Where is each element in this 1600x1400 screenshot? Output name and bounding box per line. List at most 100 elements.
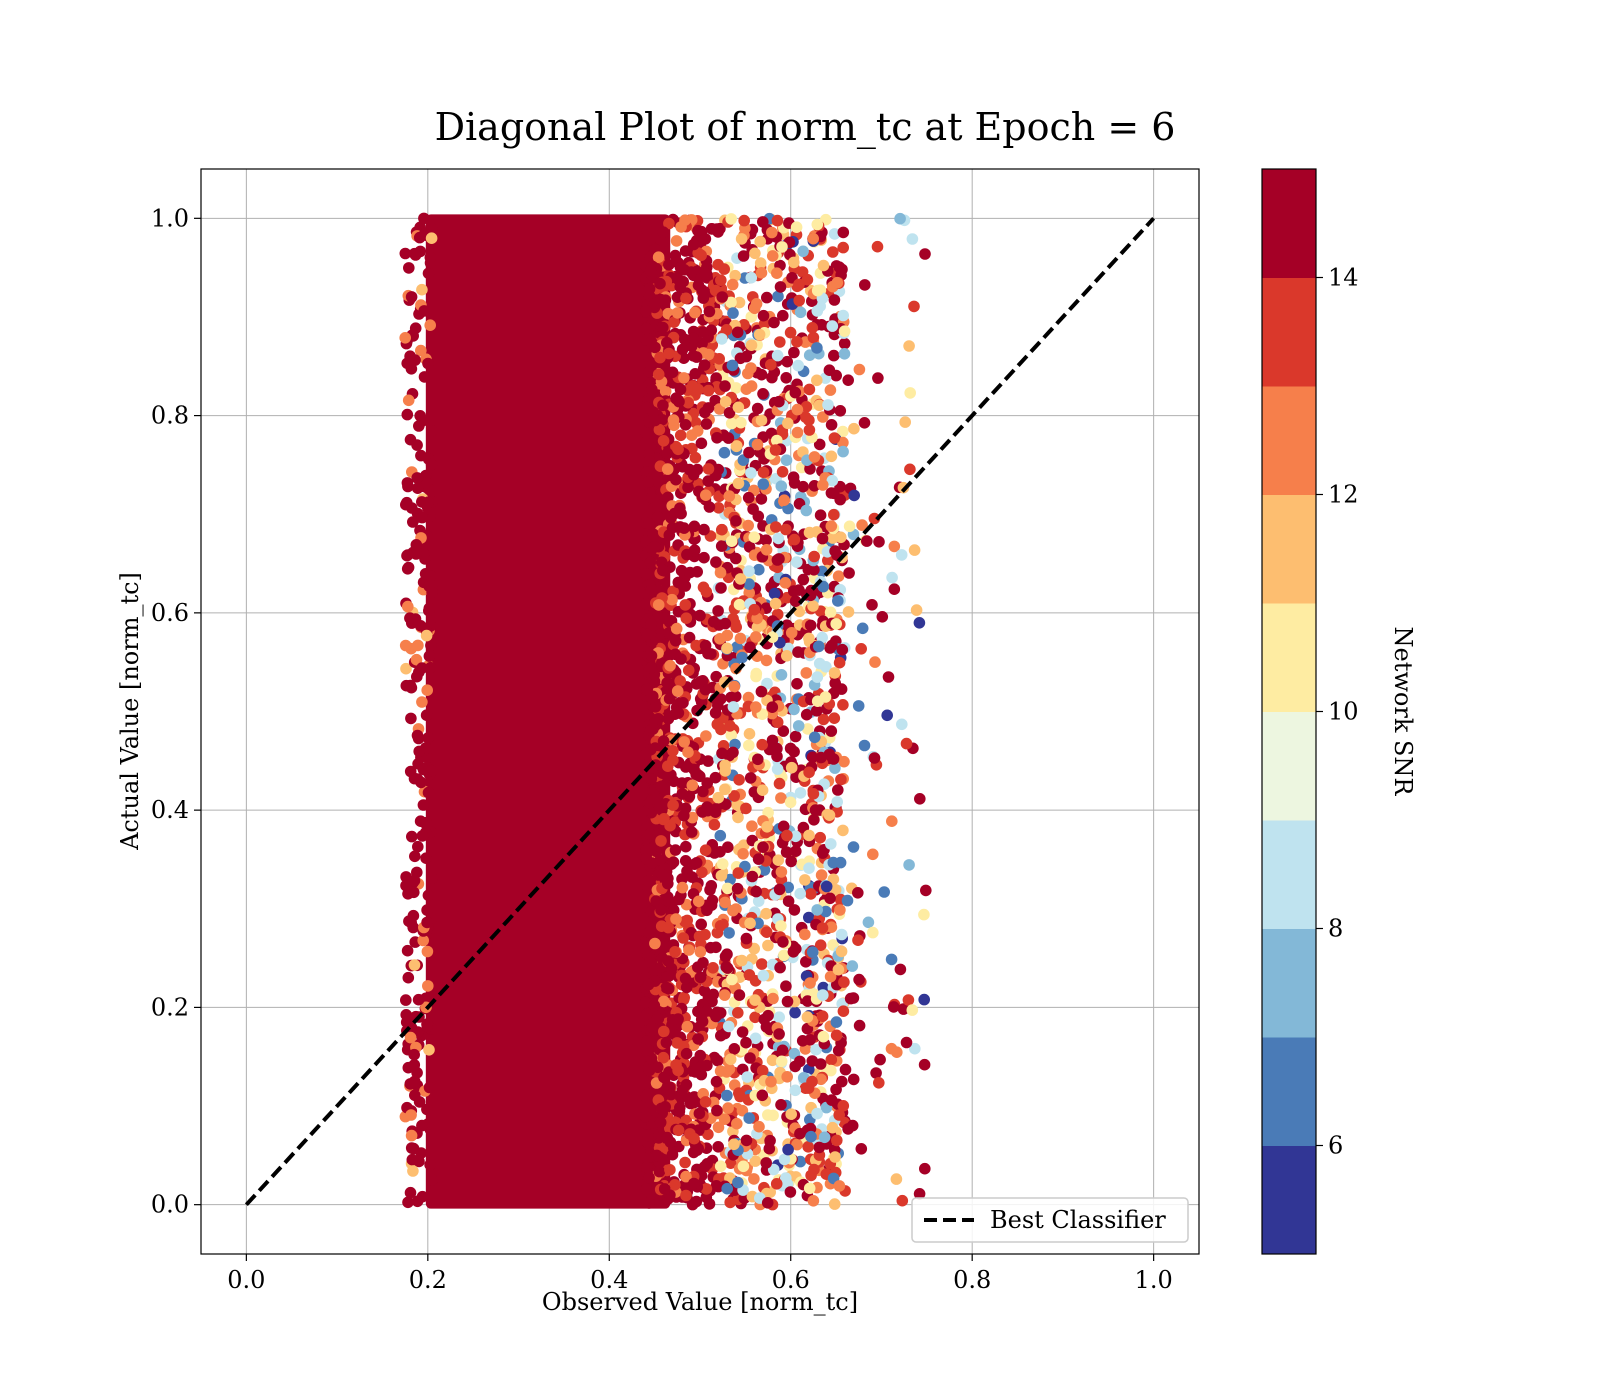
scatter-point-2415 bbox=[775, 1055, 788, 1068]
scatter-point-2584 bbox=[699, 268, 712, 280]
colorbar-tick-label-1: 8 bbox=[1328, 915, 1343, 943]
scatter-point-1947 bbox=[714, 633, 726, 645]
scatter-point-2557 bbox=[648, 999, 661, 1012]
scatter-point-2562 bbox=[762, 1009, 774, 1022]
scatter-point-1565 bbox=[725, 729, 738, 741]
scatter-point-2723 bbox=[832, 1044, 845, 1057]
scatter-point-1689 bbox=[807, 1195, 820, 1207]
scatter-point-2059 bbox=[736, 954, 748, 967]
scatter-point-1628 bbox=[651, 1149, 663, 1162]
scatter-point-2106 bbox=[667, 799, 679, 811]
scatter-point-1263 bbox=[785, 761, 798, 774]
scatter-point-2658 bbox=[906, 233, 919, 245]
scatter-point-2527 bbox=[654, 351, 666, 364]
scatter-point-2521 bbox=[828, 294, 841, 306]
scatter-point-2990 bbox=[418, 371, 431, 383]
scatter-point-2585 bbox=[721, 1089, 733, 1102]
scatter-point-2073 bbox=[672, 576, 685, 589]
scatter-point-2321 bbox=[678, 264, 690, 276]
scatter-point-2529 bbox=[721, 882, 734, 895]
scatter-point-1304 bbox=[837, 824, 849, 837]
scatter-point-2903 bbox=[424, 1158, 436, 1171]
scatter-point-2729 bbox=[871, 240, 884, 253]
scatter-point-2172 bbox=[728, 680, 741, 693]
scatter-point-2487 bbox=[822, 399, 834, 411]
scatter-point-2767 bbox=[833, 1180, 846, 1192]
scatter-point-2282 bbox=[740, 1036, 752, 1049]
scatter-point-1211 bbox=[658, 995, 670, 1008]
scatter-point-635 bbox=[797, 245, 809, 258]
scatter-point-1778 bbox=[785, 855, 797, 868]
scatter-point-2791 bbox=[420, 709, 433, 721]
scatter-point-2944 bbox=[405, 1129, 418, 1142]
scatter-point-2377 bbox=[642, 1129, 654, 1142]
scatter-point-2837 bbox=[400, 662, 412, 675]
scatter-point-2322 bbox=[766, 631, 779, 643]
scatter-point-2660 bbox=[805, 1130, 817, 1143]
scatter-point-1206 bbox=[829, 762, 841, 774]
scatter-point-2667 bbox=[828, 1198, 841, 1210]
scatter-point-2515 bbox=[677, 697, 689, 709]
scatter-point-1017 bbox=[749, 1011, 761, 1024]
scatter-point-2709 bbox=[803, 829, 815, 842]
scatter-point-2488 bbox=[669, 1179, 681, 1191]
scatter-point-2060 bbox=[700, 586, 713, 598]
scatter-point-2682 bbox=[811, 1107, 823, 1120]
scatter-point-2744 bbox=[807, 232, 819, 245]
scatter-point-2316 bbox=[731, 1117, 743, 1130]
scatter-point-2228 bbox=[801, 1011, 814, 1023]
scatter-point-2579 bbox=[735, 233, 748, 245]
scatter-point-1666 bbox=[776, 466, 789, 478]
scatter-point-3039 bbox=[422, 732, 435, 744]
scatter-point-2251 bbox=[754, 235, 766, 248]
scatter-point-1869 bbox=[781, 995, 794, 1008]
scatter-point-1434 bbox=[756, 738, 768, 751]
scatter-point-2605 bbox=[841, 894, 854, 907]
scatter-point-1011 bbox=[679, 419, 692, 431]
scatter-point-2802 bbox=[425, 639, 437, 652]
scatter-point-2243 bbox=[693, 1107, 706, 1120]
scatter-point-2395 bbox=[732, 401, 745, 414]
scatter-point-1922 bbox=[680, 1170, 692, 1183]
scatter-point-2522 bbox=[761, 1197, 774, 1209]
scatter-point-1151 bbox=[657, 321, 669, 334]
scatter-point-98 bbox=[781, 355, 793, 368]
colorbar-band-1 bbox=[1262, 1037, 1316, 1146]
scatter-point-2662 bbox=[855, 643, 867, 655]
scatter-point-2338 bbox=[672, 1064, 684, 1077]
scatter-point-488 bbox=[837, 226, 850, 239]
scatter-point-2634 bbox=[853, 1019, 866, 1032]
scatter-point-2069 bbox=[810, 705, 823, 717]
scatter-point-1793 bbox=[719, 896, 731, 909]
scatter-point-2597 bbox=[834, 904, 846, 916]
scatter-point-2235 bbox=[769, 597, 782, 610]
scatter-point-1936 bbox=[659, 294, 672, 307]
scatter-point-2104 bbox=[716, 333, 728, 345]
scatter-point-2385 bbox=[816, 1010, 829, 1022]
scatter-point-1525 bbox=[743, 578, 755, 590]
scatter-point-1820 bbox=[715, 540, 728, 552]
scatter-point-2694 bbox=[803, 526, 816, 539]
scatter-point-2032 bbox=[824, 892, 836, 905]
scatter-point-2532 bbox=[652, 713, 665, 725]
scatter-point-1926 bbox=[813, 399, 826, 412]
scatter-point-1867 bbox=[755, 267, 768, 279]
scatter-point-2968 bbox=[404, 358, 417, 371]
scatter-point-2455 bbox=[679, 214, 691, 226]
scatter-point-1654 bbox=[699, 1096, 712, 1108]
scatter-point-2265 bbox=[657, 226, 670, 238]
scatter-point-1502 bbox=[780, 523, 792, 536]
scatter-point-1802 bbox=[680, 612, 693, 624]
scatter-point-2468 bbox=[800, 956, 812, 968]
scatter-point-2238 bbox=[705, 324, 718, 337]
colorbar-band-4 bbox=[1262, 711, 1316, 821]
scatter-point-2139 bbox=[718, 1113, 731, 1125]
scatter-point-2257 bbox=[723, 407, 736, 419]
scatter-point-1830 bbox=[803, 424, 816, 436]
scatter-point-1887 bbox=[774, 961, 786, 974]
scatter-point-2209 bbox=[674, 675, 686, 687]
scatter-point-2234 bbox=[671, 685, 684, 697]
scatter-point-710 bbox=[666, 1148, 679, 1161]
scatter-point-2901 bbox=[422, 889, 435, 902]
scatter-point-654 bbox=[729, 269, 741, 282]
